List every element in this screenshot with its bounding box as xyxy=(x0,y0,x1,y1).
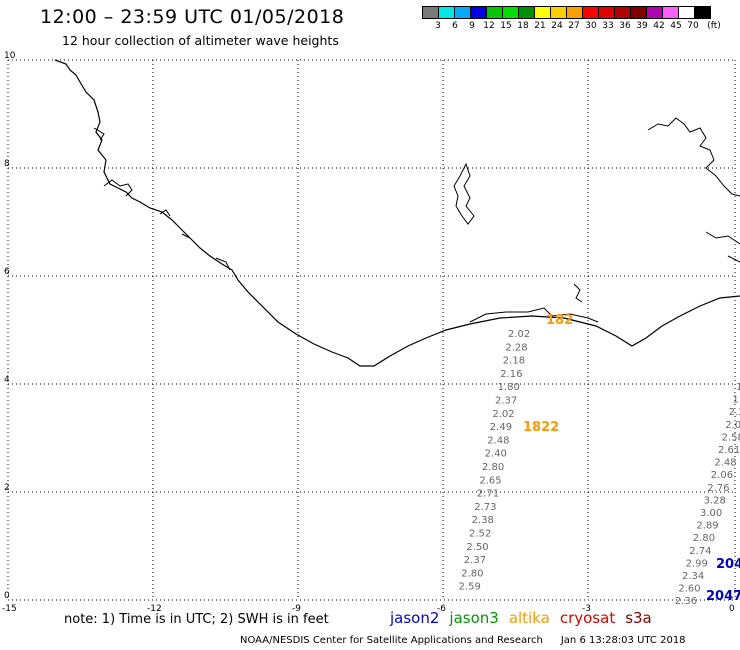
legend-label: 36 xyxy=(619,21,631,31)
swh-value: 2.28 xyxy=(505,342,527,353)
swh-value: 1.80 xyxy=(498,382,520,393)
swh-value: 2.59 xyxy=(459,582,481,593)
credit-line: NOAA/NESDIS Center for Satellite Applica… xyxy=(240,635,686,646)
swh-value: 2.65 xyxy=(479,475,501,486)
swh-value: 2.37 xyxy=(495,396,517,407)
swh-value: 2.99 xyxy=(686,558,708,569)
legend-label: 27 xyxy=(568,21,580,31)
swh-value: 2.74 xyxy=(689,546,711,557)
x-tick-label: -12 xyxy=(147,604,162,614)
color-legend-labels: 3 6 9 12 15 18 21 24 27 30 33 36 39 42 45 70 (ft) xyxy=(422,21,732,33)
legend-label: 15 xyxy=(500,21,512,31)
altika-track-left: 2.02 2.28 2.18 2.16 1.80 2.37 2.02 2.49 2.48 2.40… xyxy=(459,329,531,593)
legend-label: 21 xyxy=(534,21,546,31)
x-tick-label: 0 xyxy=(729,604,735,614)
mission-s3a: s3a xyxy=(625,609,652,627)
swh-value: 2.61 xyxy=(718,445,740,456)
pass-time-label: 1822 xyxy=(523,420,559,435)
swh-value: 2.02 xyxy=(508,329,530,340)
legend-label: 9 xyxy=(469,21,475,31)
swh-value: 2.48 xyxy=(714,458,736,469)
swh-value: 2.80 xyxy=(693,533,715,544)
pass-time-label: 2047 xyxy=(706,589,740,604)
swh-value: 2.37 xyxy=(464,555,486,566)
mission-cryosat: cryosat xyxy=(559,609,616,627)
swh-value: 2.2 xyxy=(729,407,740,418)
swh-value: 2.60 xyxy=(678,584,700,595)
legend-label: 12 xyxy=(483,21,495,31)
swh-value: 2.73 xyxy=(474,502,496,513)
coastline xyxy=(54,59,740,367)
x-tick-label: -15 xyxy=(2,604,17,614)
map-subtitle: 12 hour collection of altimeter wave hei… xyxy=(62,33,339,48)
x-tick-label: -9 xyxy=(292,604,301,614)
legend-label: 24 xyxy=(551,21,563,31)
swh-value: 2.40 xyxy=(485,449,507,460)
legend-label: 18 xyxy=(517,21,529,31)
swh-value: 2.18 xyxy=(503,356,525,367)
legend-swatch xyxy=(694,6,711,19)
mission-altika: altika xyxy=(508,609,550,627)
swh-value: 2.52 xyxy=(469,529,491,540)
legend-label: 45 xyxy=(670,21,682,31)
legend-label: 3 xyxy=(435,21,441,31)
swh-value: 3.00 xyxy=(700,508,722,519)
pass-time-label: 204 xyxy=(716,557,740,572)
legend-label: 30 xyxy=(585,21,597,31)
color-legend xyxy=(422,6,711,19)
swh-value: 2.38 xyxy=(472,515,494,526)
pass-time-labels: 1822 182 204 2047 xyxy=(523,313,740,604)
swh-value: 2.76 xyxy=(707,483,729,494)
y-tick-label: 10 xyxy=(4,51,16,61)
swh-value: 2.34 xyxy=(682,571,704,582)
credit-text: NOAA/NESDIS Center for Satellite Applica… xyxy=(240,635,543,646)
mission-legend: jason2 jason3 altika cryosat s3a xyxy=(390,609,662,627)
swh-value: 2.58 xyxy=(722,432,740,443)
swh-value: 2.50 xyxy=(466,542,488,553)
swh-value: 2.80 xyxy=(461,568,483,579)
map-grid xyxy=(7,59,736,601)
swh-value: 1 xyxy=(736,382,740,393)
x-tick-label: -3 xyxy=(582,604,591,614)
coastline-detail xyxy=(93,127,599,323)
swh-value: 2.06 xyxy=(711,470,733,481)
island xyxy=(453,162,475,225)
map-title: 12:00 – 23:59 UTC 01/05/2018 xyxy=(40,6,345,28)
swh-value: 1.5 xyxy=(732,395,740,406)
swh-value: 2.36 xyxy=(675,596,697,607)
swh-value: 2.02 xyxy=(492,409,514,420)
y-tick-label: 8 xyxy=(4,159,10,169)
axis-ticks: -15 -12 -9 -6 -3 0 0 2 4 6 8 10 xyxy=(2,51,735,614)
swh-value: 2.49 xyxy=(490,422,512,433)
y-tick-label: 2 xyxy=(4,483,10,493)
legend-label: 6 xyxy=(452,21,458,31)
legend-label: (ft) xyxy=(707,21,721,31)
swh-value: 2.71 xyxy=(477,489,499,500)
legend-label: 39 xyxy=(636,21,648,31)
legend-label: 42 xyxy=(653,21,665,31)
generated-timestamp: Jan 6 13:28:03 UTC 2018 xyxy=(560,635,686,646)
swh-value: 3.28 xyxy=(704,495,726,506)
swh-value: 2.89 xyxy=(696,521,718,532)
legend-label: 33 xyxy=(602,21,614,31)
pass-time-label: 182 xyxy=(546,313,573,328)
units-note: note: 1) Time is in UTC; 2) SWH is in fe… xyxy=(64,612,329,627)
mission-jason3: jason3 xyxy=(449,609,499,627)
y-tick-label: 0 xyxy=(4,591,10,601)
y-tick-label: 4 xyxy=(4,375,10,385)
swh-value: 2.16 xyxy=(500,369,522,380)
mission-jason2: jason2 xyxy=(390,609,440,627)
northeast-land xyxy=(647,117,740,263)
x-tick-label: -6 xyxy=(437,604,446,614)
swh-value: 2.48 xyxy=(487,435,509,446)
swh-value: 2.80 xyxy=(482,462,504,473)
y-tick-label: 6 xyxy=(4,267,10,277)
swh-value: 2.09 xyxy=(725,420,740,431)
track-right-edge: 1 1.52.2 2.092.58 2.61 2.482.06 2.763.28 3.00 2… xyxy=(675,382,740,607)
legend-label: 70 xyxy=(687,21,699,31)
